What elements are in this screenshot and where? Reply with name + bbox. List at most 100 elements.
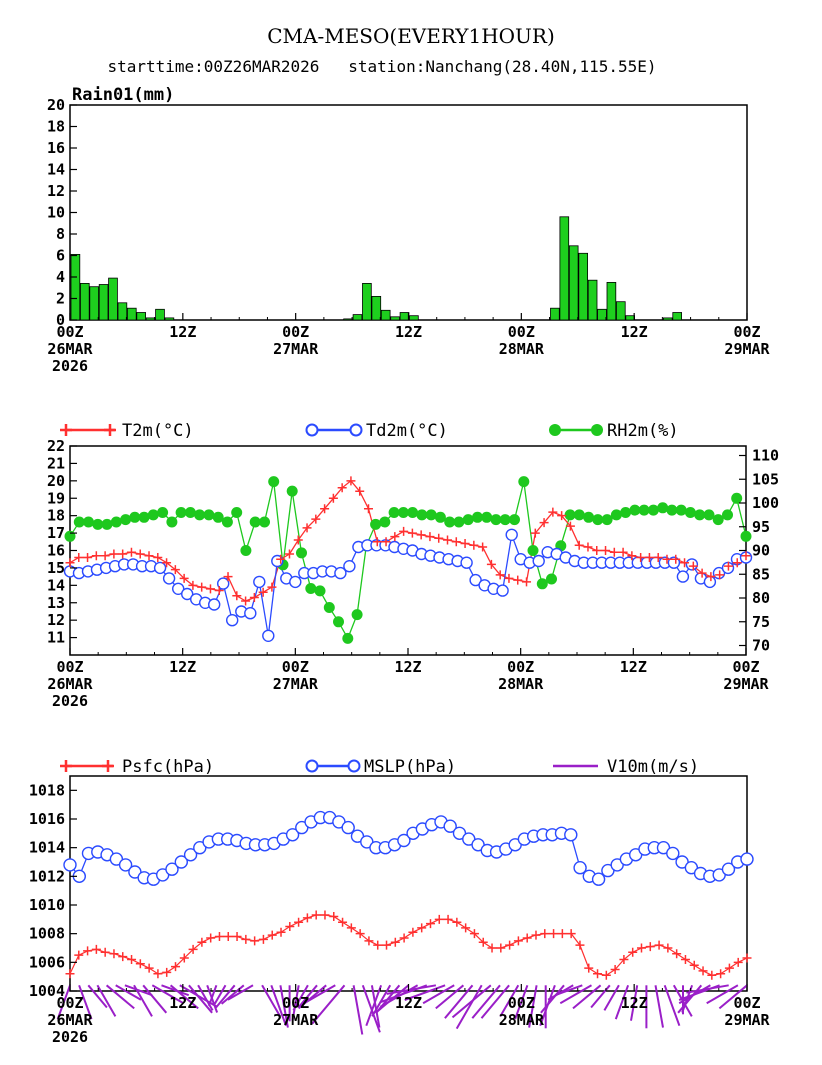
psfc-point-38 [399,933,409,943]
psfc-point-65 [636,943,646,953]
t2m-point-50 [504,573,514,583]
rain-bar-33 [380,309,391,321]
rain-bar-5 [117,302,128,321]
rh2m-point-17 [221,516,233,528]
psfc-point-5 [109,949,119,959]
t2m-point-74 [715,570,725,580]
psfc-point-69 [672,949,682,959]
rain-bar-64 [672,312,682,321]
legend-td2m-label: Td2m(°C) [366,421,448,441]
t2m-point-65 [636,552,646,562]
temp-humidity-panel: T2m(°C) Td2m(°C) RH2m(%) 111213141516171… [47,421,779,710]
wind-line-19 [220,984,245,1005]
rain-xtick-label-1-0: 12Z [169,323,196,341]
wind-line-31 [352,985,364,1035]
rh2m-point-30 [342,632,354,644]
wind-line-14 [197,984,214,1011]
psfc-point-51 [513,936,523,946]
t2m-point-46 [469,540,479,550]
legend-mslp-marker-right [347,759,361,773]
wind-line-74 [718,984,748,1010]
t2m-point-9 [144,551,154,561]
t2m-point-69 [671,554,681,564]
wind-line-4 [105,984,135,1010]
rh2m-point-49 [518,476,530,488]
rain-xtick-label-6-0: 00Z [733,323,760,341]
rh2m-point-24 [286,485,298,497]
psfc-point-73 [707,970,717,980]
pressure-ytick-label-2: 1008 [29,925,65,943]
wind-line-47 [471,984,501,1019]
psfc-point-43 [443,914,453,924]
mslp-point-55 [573,861,587,875]
wind-line-9 [151,984,184,1005]
temp-xtick-label-0-1: 26MAR [47,675,93,693]
rh2m-point-20 [249,516,261,528]
psfc-point-15 [197,937,207,947]
temp-xtick-label-0-0: 00Z [56,658,83,676]
t2m-point-34 [363,504,373,514]
wind-line-11 [169,984,199,1010]
rain-bar-35 [399,312,410,321]
legend-t2m-label: T2m(°C) [122,421,194,441]
temp-xtick-label-2-1: 27MAR [273,675,319,693]
legend-t2m-marker [60,424,116,436]
rain-bar-29 [343,318,353,321]
rh2m-point-21 [259,516,270,528]
t2m-point-29 [320,504,330,514]
td2m-point-21 [253,575,266,589]
pressure-wind-panel: Psfc(hPa) MSLP(hPa) V10m(m/s) 1004100610… [29,757,771,1046]
wind-lines [56,984,748,1035]
t2m-point-7 [126,547,136,557]
rain-bar-51 [550,307,560,321]
t2m-point-18 [223,572,233,582]
mslp-point-36 [397,833,411,848]
td2m-point-71 [703,575,717,589]
rain-bar-63 [663,317,673,321]
pressure-xtick-label-3-0: 12Z [395,994,422,1012]
rain-xtick-label-2-1: 27MAR [273,340,319,358]
t2m-point-22 [258,587,268,597]
pressure-xtick-label-1-0: 12Z [169,994,196,1012]
psfc-point-20 [241,934,251,944]
mslp-point-11 [165,862,179,876]
wind-line-8 [142,984,168,1014]
wind-line-60 [603,984,620,1011]
td2m-point-31 [343,560,356,573]
t2m-point-39 [407,528,417,538]
td2m-point-68 [676,570,690,583]
t2m-point-11 [162,558,172,568]
wind-line-25 [291,985,300,1021]
temp-xtick-label-4-0: 00Z [507,658,534,676]
t2m-point-75 [723,561,733,571]
rain-xtick-label-4-0: 00Z [508,323,535,341]
t2m-point-1 [74,552,84,562]
psfc-point-6 [118,952,128,962]
mslp-point-65 [666,846,680,861]
rh2m-point-0 [64,530,76,542]
psfc-point-18 [223,932,233,942]
rh-ytick-label-3: 85 [752,565,770,583]
rh2m-point-22 [268,476,280,488]
psfc-point-23 [267,930,277,940]
t2m-point-40 [416,530,426,540]
temp-ytick-label-2: 13 [47,594,65,612]
pressure-xtick-label-4-0: 00Z [508,994,535,1012]
psfc-point-49 [496,943,506,953]
wind-line-44 [444,984,474,1019]
legend-mslp-marker-left [305,759,319,773]
rh2m-point-68 [694,509,706,521]
psfc-point-77 [742,953,752,963]
psfc-point-36 [382,940,392,950]
rh-ytick-label-7: 105 [752,470,779,488]
temp-xtick-label-4-1: 28MAR [498,675,544,693]
t2m-point-28 [311,514,321,524]
wind-line-3 [96,984,117,1017]
rh2m-point-3 [92,518,104,530]
rh2m-point-70 [712,514,724,526]
wind-line-64 [654,985,664,1028]
legend-psfc-marker [60,760,114,772]
psfc-point-25 [285,922,295,931]
t2m-point-53 [530,528,540,538]
